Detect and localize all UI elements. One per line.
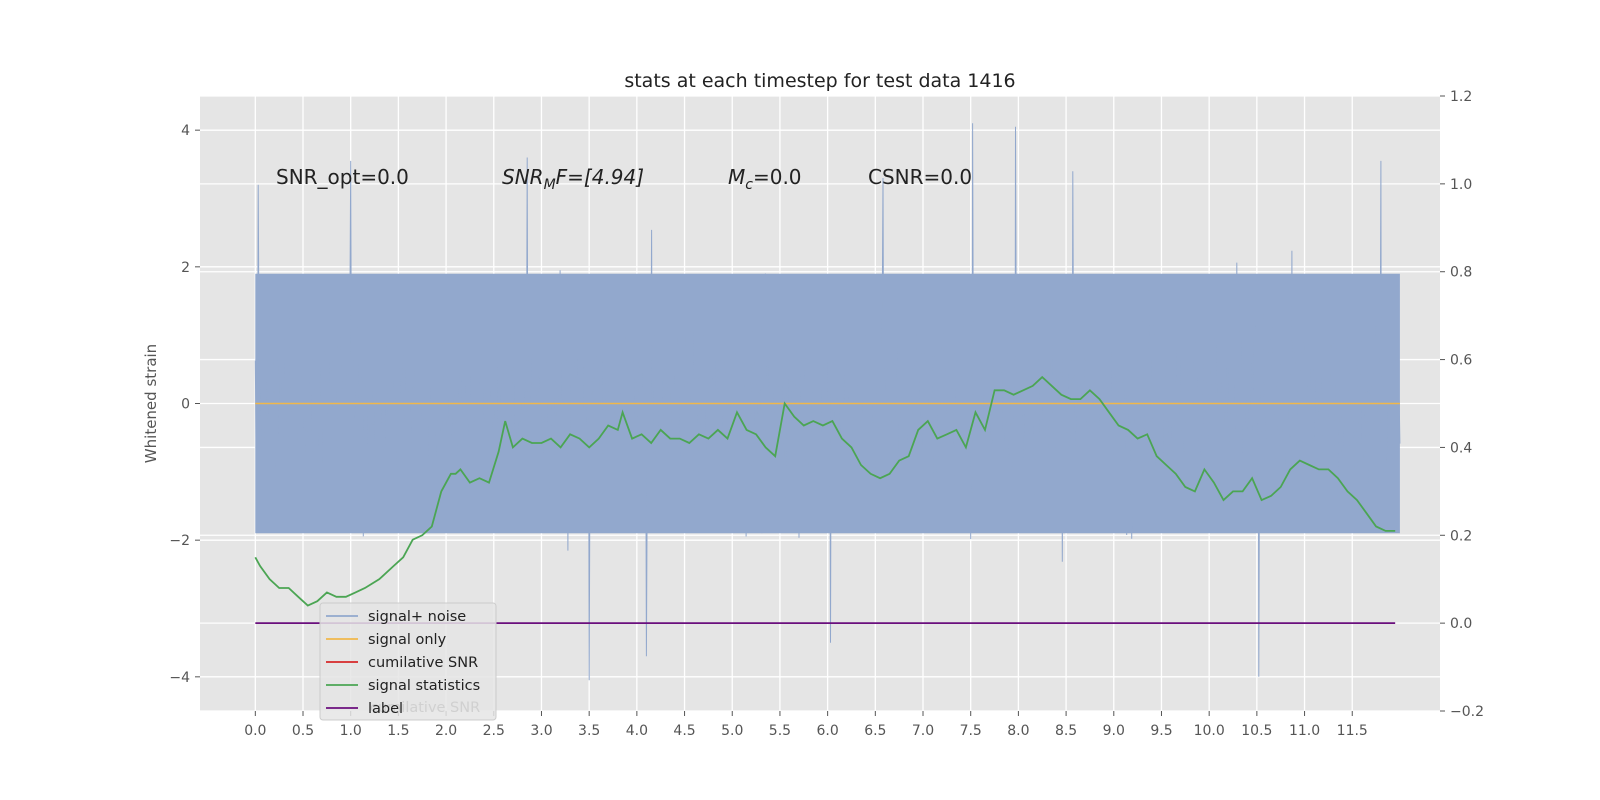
annotation-snr-mf-main: SNR [502,165,544,189]
y-axis-label: Whitened strain [142,344,160,463]
chart-title: stats at each timestep for test data 141… [624,70,1015,92]
y-tick-label: 0 [181,397,190,413]
y2-tick-label: 1.2 [1450,89,1472,105]
x-tick-label: 6.5 [864,723,886,739]
legend-item-label: signal+ noise [368,609,466,625]
annotation-mc-tail: =0.0 [753,165,802,189]
y-tick-label: −4 [169,670,190,686]
annotation-mc: Mc=0.0 [728,165,802,193]
annotation-mc-main: M [728,165,745,189]
x-tick-label: 1.5 [387,723,409,739]
legend-item-label: signal statistics [368,678,480,694]
y-tick-label: 2 [181,260,190,276]
legend-item-label: signal only [368,632,447,648]
x-tick-label: 7.0 [912,723,934,739]
x-tick-label: 10.5 [1241,723,1272,739]
right-axis-ticks: 1.2 1.0 0.8 0.6 0.4 0.2 0.0 −0.2 [1440,89,1484,720]
y-axis-ticks: 4 2 0 −2 −4 [169,123,200,686]
legend-item-label: cumilative SNR [368,655,478,671]
y2-tick-label: 0.2 [1450,528,1472,544]
y2-tick-label: −0.2 [1450,704,1484,720]
x-tick-label: 2.0 [435,723,457,739]
x-tick-label: 4.5 [673,723,695,739]
x-tick-label: 5.5 [769,723,791,739]
x-tick-label: 0.0 [244,723,266,739]
x-tick-label: 1.0 [340,723,362,739]
x-tick-label: 3.5 [578,723,600,739]
legend-item-label: label [368,701,403,717]
annotation-snr-opt: SNR_opt=0.0 [276,165,409,189]
x-tick-label: 6.0 [816,723,838,739]
x-tick-label: 9.5 [1150,723,1172,739]
x-tick-label: 2.5 [483,723,505,739]
signal-noise-line [254,123,1401,681]
x-tick-label: 9.0 [1103,723,1125,739]
x-tick-label: 0.5 [292,723,314,739]
annotation-snr-mf-sub: M [544,177,556,193]
annotation-mc-sub: c [745,177,753,193]
annotation-csnr: CSNR=0.0 [868,165,972,189]
x-tick-label: 8.0 [1007,723,1029,739]
legend-ghost-text: cumilative SNR [370,700,480,716]
x-tick-label: 11.5 [1337,723,1368,739]
y2-tick-label: 0.8 [1450,265,1472,281]
y2-tick-label: 0.6 [1450,353,1472,369]
y2-tick-label: 1.0 [1450,177,1472,193]
y-tick-label: 4 [181,123,190,139]
annotation-snr-mf: SNRMF=[4.94] [502,165,644,193]
x-axis-ticks: 0.0 0.5 1.0 1.5 2.0 2.5 3.0 3.5 4.0 4.5 5.0 5.5 6.0 6… [244,711,1368,739]
annotation-snr-mf-tail: F=[4.94] [556,165,644,189]
legend-box [319,602,497,721]
legend: cumilative SNR signal+ noise signal only c… [319,602,497,721]
y2-tick-label: 0.4 [1450,440,1472,456]
x-tick-label: 10.0 [1194,723,1225,739]
x-tick-label: 3.0 [530,723,552,739]
signal-statistics-series [254,375,1396,607]
x-tick-label: 8.5 [1055,723,1077,739]
y-tick-label: −2 [169,533,190,549]
x-tick-label: 7.5 [960,723,982,739]
x-tick-label: 4.0 [626,723,648,739]
x-tick-label: 5.0 [721,723,743,739]
y2-tick-label: 0.0 [1450,616,1472,632]
x-tick-label: 11.0 [1289,723,1320,739]
